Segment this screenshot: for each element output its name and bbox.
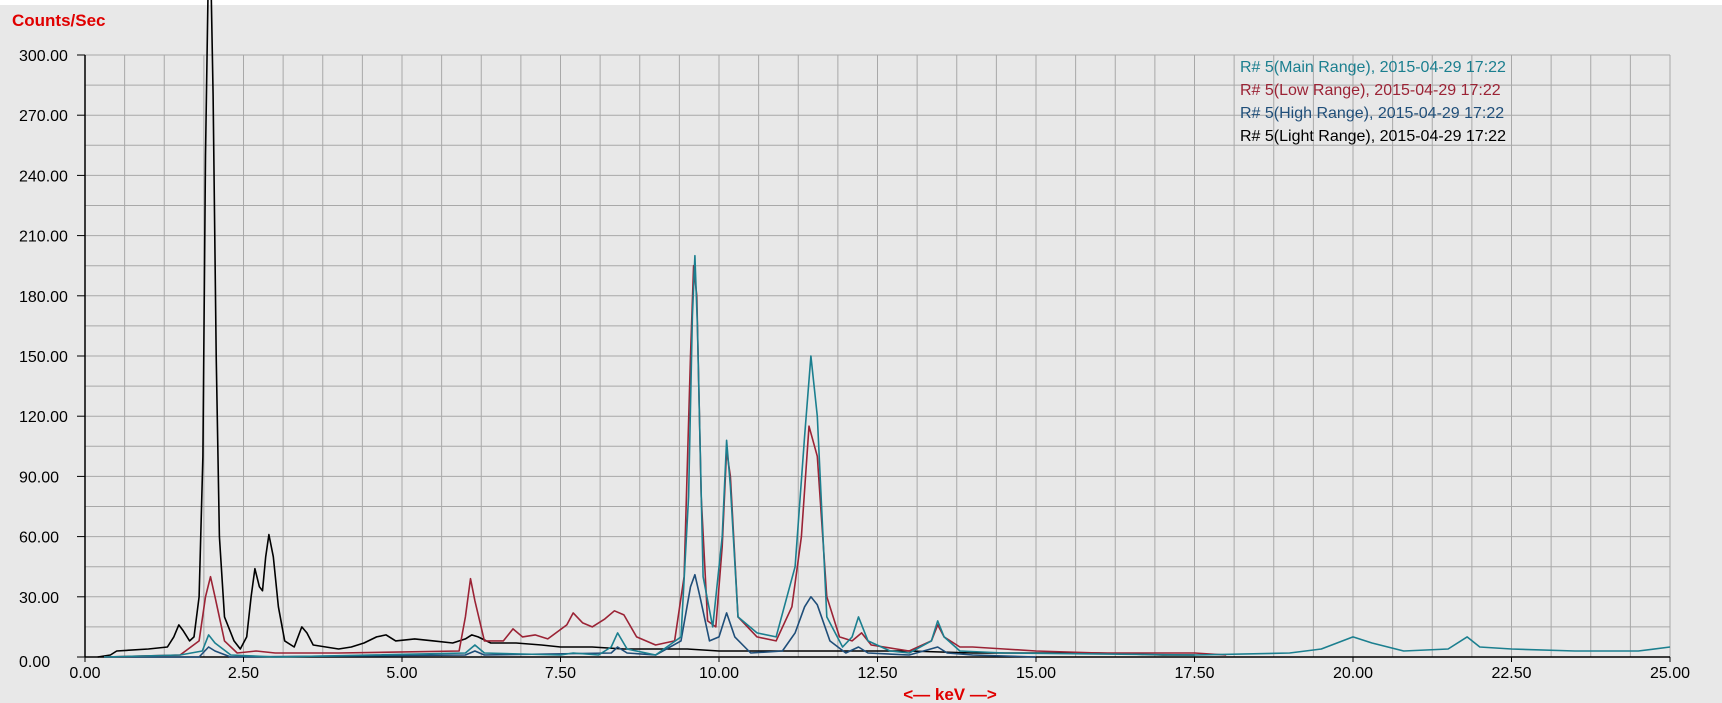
x-tick-label: 10.00 xyxy=(699,665,739,682)
x-tick-label: 7.50 xyxy=(545,665,576,682)
x-tick-label: 0.00 xyxy=(69,665,100,682)
x-tick-label: 15.00 xyxy=(1016,665,1056,682)
legend-entry: R# 5(High Range), 2015-04-29 17:22 xyxy=(1240,105,1504,122)
legend-entry: R# 5(Main Range), 2015-04-29 17:22 xyxy=(1240,59,1506,76)
chart-background xyxy=(0,5,1722,703)
y-axis-title: Counts/Sec xyxy=(12,11,106,30)
x-axis-title: <— keV —> xyxy=(903,685,997,703)
grid-lines xyxy=(84,54,1671,658)
y-tick-label: 0.00 xyxy=(19,654,50,671)
x-tick-label: 20.00 xyxy=(1333,665,1373,682)
x-tick-label: 5.00 xyxy=(386,665,417,682)
x-tick-label: 25.00 xyxy=(1650,665,1690,682)
series-line-3 xyxy=(97,0,1195,658)
x-tick-label: 12.50 xyxy=(857,665,897,682)
y-tick-label: 270.00 xyxy=(19,108,68,125)
series-line-0 xyxy=(103,254,1671,658)
x-tick-label: 2.50 xyxy=(228,665,259,682)
legend-entry: R# 5(Light Range), 2015-04-29 17:22 xyxy=(1240,128,1506,145)
y-tick-label: 210.00 xyxy=(19,229,68,246)
series-line-2 xyxy=(104,573,1037,658)
x-tick-label: 17.50 xyxy=(1174,665,1214,682)
y-tick-label: 30.00 xyxy=(19,590,59,607)
y-tick-label: 300.00 xyxy=(19,48,68,65)
y-tick-label: 120.00 xyxy=(19,409,68,426)
y-tick-label: 60.00 xyxy=(19,530,59,547)
y-tick-label: 90.00 xyxy=(19,469,59,486)
legend-entry: R# 5(Low Range), 2015-04-29 17:22 xyxy=(1240,82,1501,99)
y-tick-label: 180.00 xyxy=(19,289,68,306)
legend: R# 5(Main Range), 2015-04-29 17:22 R# 5(L… xyxy=(1240,59,1506,145)
plot-area xyxy=(97,0,1671,658)
y-tick-label: 150.00 xyxy=(19,349,68,366)
series-line-1 xyxy=(103,264,1227,658)
x-tick-label: 22.50 xyxy=(1491,665,1531,682)
y-tick-label: 240.00 xyxy=(19,168,68,185)
